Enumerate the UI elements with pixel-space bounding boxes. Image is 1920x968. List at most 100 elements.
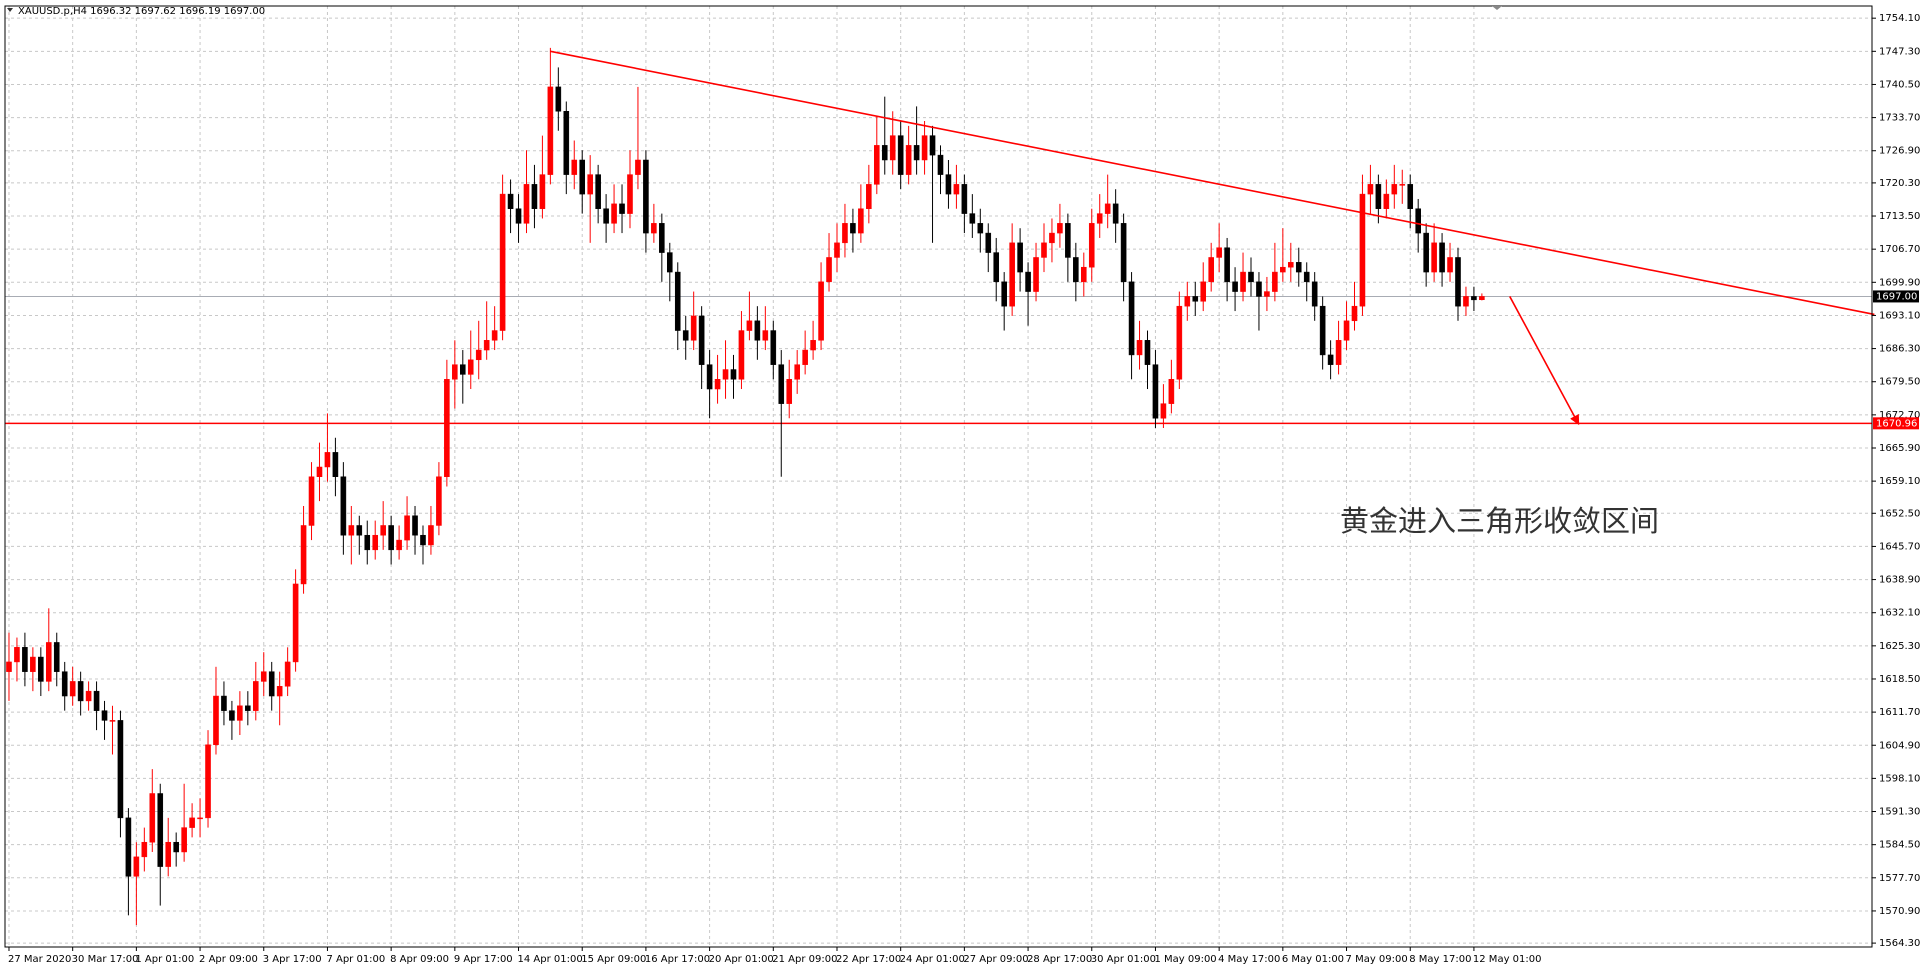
candle-body xyxy=(627,174,633,214)
forecast-arrow xyxy=(1509,296,1580,426)
candle-body xyxy=(1351,305,1358,322)
y-tick-label: 1598.10 xyxy=(1879,773,1920,784)
candle-body xyxy=(1272,271,1278,292)
candle-body xyxy=(229,710,235,721)
candle-body xyxy=(459,364,466,375)
candle-body xyxy=(1208,257,1214,283)
candle-body xyxy=(850,223,856,234)
candle-body xyxy=(921,135,928,161)
candle-body xyxy=(794,364,800,380)
candle-body xyxy=(746,320,753,331)
candle-body xyxy=(483,340,490,351)
candle-body xyxy=(1439,242,1445,273)
y-tick-label: 1564.30 xyxy=(1879,938,1920,949)
candle-body xyxy=(149,793,156,843)
candle-body xyxy=(810,340,816,351)
candle-body xyxy=(1319,305,1326,356)
y-tick-label: 1693.10 xyxy=(1879,310,1920,321)
candle-body xyxy=(826,257,832,283)
candle-body xyxy=(1295,262,1302,273)
candle-body xyxy=(842,223,848,244)
candle-body xyxy=(1128,281,1135,356)
y-tick-label: 1604.90 xyxy=(1879,740,1920,751)
candle-body xyxy=(348,525,355,536)
candle-body xyxy=(1415,208,1421,234)
candle-body xyxy=(881,145,888,161)
candle-body xyxy=(491,330,498,341)
candle-body xyxy=(1049,232,1055,244)
candle-body xyxy=(1176,305,1183,380)
y-tick-label: 1740.50 xyxy=(1879,79,1920,90)
candle-body xyxy=(316,466,323,477)
price-label: 1697.00 xyxy=(1876,291,1917,302)
candle-body xyxy=(595,174,601,209)
x-tick-label: 7 Apr 01:00 xyxy=(326,954,385,965)
candle-body xyxy=(1200,281,1207,302)
candle-body xyxy=(977,223,984,234)
y-tick-label: 1733.70 xyxy=(1879,113,1920,124)
candle-body xyxy=(643,159,649,234)
x-tick-label: 4 May 17:00 xyxy=(1218,954,1280,965)
candle-body xyxy=(706,364,713,390)
candle-body xyxy=(69,681,76,697)
candle-body xyxy=(61,671,68,697)
candle-body xyxy=(555,86,562,112)
candle-body xyxy=(682,330,689,341)
candle-body xyxy=(611,203,617,224)
y-tick-label: 1584.50 xyxy=(1879,840,1920,851)
candle-body xyxy=(1471,296,1477,301)
candle-body xyxy=(945,174,952,195)
x-tick-label: 9 Apr 17:00 xyxy=(454,954,513,965)
candle-body xyxy=(245,705,251,711)
candle-body xyxy=(1303,271,1310,283)
candle-body xyxy=(1280,266,1286,273)
candle-body xyxy=(396,539,402,551)
y-tick-label: 1645.70 xyxy=(1879,541,1920,552)
y-tick-label: 1638.90 xyxy=(1879,575,1920,586)
candle-body xyxy=(778,364,785,404)
y-tick-label: 1611.70 xyxy=(1879,707,1920,718)
candle-body xyxy=(1463,296,1469,307)
candle-body xyxy=(730,369,737,380)
x-tick-label: 8 May 17:00 xyxy=(1409,954,1471,965)
x-tick-label: 1 Apr 01:00 xyxy=(135,954,194,965)
candle-body xyxy=(292,583,299,663)
candle-body xyxy=(571,159,578,175)
candle-body xyxy=(953,184,960,195)
y-tick-label: 1706.70 xyxy=(1879,244,1920,255)
candle-body xyxy=(125,817,132,877)
candle-body xyxy=(1264,291,1270,297)
candle-body xyxy=(499,193,506,331)
y-tick-label: 1747.30 xyxy=(1879,46,1920,57)
candle-body xyxy=(22,647,28,672)
candle-body xyxy=(475,349,482,361)
candle-body xyxy=(985,232,992,253)
candle-body xyxy=(117,720,124,819)
candle-body xyxy=(45,642,52,682)
candle-body xyxy=(237,705,243,721)
candle-body xyxy=(873,145,880,185)
candle-body xyxy=(1359,193,1366,307)
menu-icon xyxy=(7,8,13,12)
candle-body xyxy=(6,661,12,672)
x-tick-label: 20 Apr 01:00 xyxy=(709,954,774,965)
candle-body xyxy=(189,817,195,828)
x-tick-label: 8 Apr 09:00 xyxy=(390,954,449,965)
y-tick-label: 1726.90 xyxy=(1879,146,1920,157)
shift-marker xyxy=(1492,6,1502,10)
y-tick-label: 1665.90 xyxy=(1879,443,1920,454)
candle-body xyxy=(1423,232,1429,273)
x-tick-label: 28 Apr 17:00 xyxy=(1027,954,1092,965)
candle-body xyxy=(356,525,363,536)
candle-body xyxy=(1447,257,1453,273)
candle-body xyxy=(659,223,665,253)
candle-body xyxy=(1073,257,1079,283)
candle-body xyxy=(284,661,291,687)
y-tick-label: 1754.10 xyxy=(1879,13,1920,24)
candle-body xyxy=(547,86,554,175)
candle-body xyxy=(666,252,673,273)
candle-body xyxy=(1001,281,1007,307)
candle-body xyxy=(802,349,808,365)
